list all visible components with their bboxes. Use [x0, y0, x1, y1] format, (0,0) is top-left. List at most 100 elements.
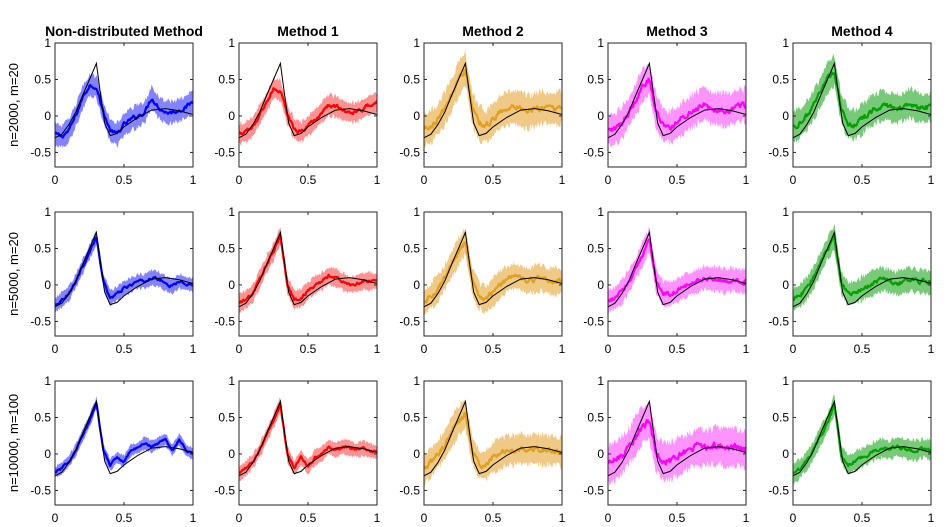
axes-box — [54, 211, 194, 337]
x-tick-label: 0.5 — [669, 511, 686, 525]
subplot: -0.500.510 0.5 1 — [214, 374, 380, 525]
y-tick-label: 0.5 — [218, 241, 235, 255]
confidence-band — [424, 49, 562, 148]
x-tick-label: 0 — [421, 511, 428, 525]
y-tick-label: -0.5 — [768, 314, 789, 328]
x-tick-label: 0.5 — [300, 342, 317, 356]
y-tick-label: 0 — [782, 447, 789, 461]
x-tick-label: 1 — [743, 342, 750, 356]
x-tick-label: 0.5 — [485, 173, 502, 187]
true-function-line — [424, 230, 562, 308]
y-tick-label: -0.5 — [583, 314, 604, 328]
x-tick-label: 1 — [743, 173, 750, 187]
x-tick-label: 0 — [605, 173, 612, 187]
y-tick-label: -0.5 — [30, 314, 51, 328]
subplot: -0.500.510 0.5 1 — [399, 36, 565, 187]
subplot: -0.500.510 0.5 1 — [214, 205, 380, 356]
x-tick-label: 0.5 — [300, 173, 317, 187]
true-function-line — [608, 399, 746, 477]
column-title: Non-distributed Method — [45, 23, 203, 39]
subplot: -0.500.510 0.5 1 — [768, 36, 934, 187]
confidence-band — [55, 73, 193, 149]
x-tick-label: 0.5 — [669, 342, 686, 356]
y-tick-label: 0 — [782, 109, 789, 123]
true-function-line — [793, 230, 931, 308]
estimate-line — [793, 235, 931, 302]
x-tick-label: 0.5 — [669, 173, 686, 187]
subplot: -0.500.510 0.5 1 — [30, 205, 196, 356]
axes-box — [54, 380, 194, 506]
subplot: -0.500.510 0.5 1 — [768, 374, 934, 525]
subplot: -0.500.510 0.5 1 — [399, 374, 565, 525]
y-tick-label: -0.5 — [583, 483, 604, 497]
y-tick-label: 1 — [228, 36, 235, 50]
confidence-band — [793, 394, 931, 485]
true-function-line — [608, 230, 746, 308]
true-function-line — [55, 399, 193, 477]
true-function-line — [793, 399, 931, 477]
subplot: -0.500.510 0.5 1 — [583, 374, 749, 525]
y-tick-label: -0.5 — [214, 483, 235, 497]
y-tick-label: -0.5 — [768, 145, 789, 159]
subplot: -0.500.510 0.5 1 — [30, 374, 196, 525]
true-function-line — [793, 61, 931, 139]
x-tick-label: 0.5 — [116, 173, 133, 187]
y-tick-label: 0.5 — [218, 72, 235, 86]
y-tick-label: 1 — [782, 374, 789, 388]
x-tick-label: 0.5 — [485, 511, 502, 525]
y-tick-label: 0.5 — [403, 410, 420, 424]
estimate-line — [793, 71, 931, 130]
x-tick-label: 0.5 — [116, 342, 133, 356]
y-tick-label: 1 — [782, 205, 789, 219]
confidence-band — [239, 227, 377, 314]
y-tick-label: 1 — [44, 374, 51, 388]
y-tick-label: 0.5 — [34, 410, 51, 424]
y-tick-label: 1 — [44, 36, 51, 50]
row-label: n=2000, m=20 — [6, 63, 21, 147]
true-function-line — [239, 230, 377, 308]
y-tick-label: -0.5 — [583, 145, 604, 159]
y-tick-label: -0.5 — [768, 483, 789, 497]
y-tick-label: 0 — [413, 447, 420, 461]
x-tick-label: 0 — [236, 511, 243, 525]
true-function-line — [239, 399, 377, 477]
confidence-band — [424, 227, 562, 315]
estimate-line — [239, 87, 377, 136]
x-tick-label: 0.5 — [485, 342, 502, 356]
y-tick-label: 1 — [597, 36, 604, 50]
y-tick-label: 0.5 — [772, 410, 789, 424]
x-tick-label: 0 — [790, 342, 797, 356]
x-tick-label: 0 — [236, 342, 243, 356]
y-tick-label: 1 — [782, 36, 789, 50]
confidence-band — [608, 64, 746, 148]
y-tick-label: 1 — [413, 36, 420, 50]
x-tick-label: 1 — [743, 511, 750, 525]
subplot: -0.500.510 0.5 1 — [583, 205, 749, 356]
true-function-line — [424, 61, 562, 139]
y-tick-label: 1 — [597, 205, 604, 219]
y-tick-label: 0 — [413, 109, 420, 123]
x-tick-label: 1 — [374, 511, 381, 525]
y-tick-label: 0 — [413, 278, 420, 292]
x-tick-label: 0 — [605, 342, 612, 356]
x-tick-label: 0.5 — [300, 511, 317, 525]
estimate-line — [608, 77, 746, 132]
true-function-line — [55, 230, 193, 308]
confidence-band — [239, 76, 377, 147]
y-tick-label: -0.5 — [30, 145, 51, 159]
y-tick-label: 0 — [597, 278, 604, 292]
y-tick-label: -0.5 — [399, 145, 420, 159]
y-tick-label: -0.5 — [399, 483, 420, 497]
x-tick-label: 1 — [559, 173, 566, 187]
x-tick-label: 0 — [52, 173, 59, 187]
x-tick-label: 0 — [790, 511, 797, 525]
subplot: -0.500.510 0.5 1 — [768, 205, 934, 356]
x-tick-label: 0 — [790, 173, 797, 187]
x-tick-label: 0.5 — [854, 173, 871, 187]
column-title: Method 3 — [646, 23, 708, 39]
y-tick-label: 1 — [597, 374, 604, 388]
estimate-line — [55, 83, 193, 139]
x-tick-label: 0 — [605, 511, 612, 525]
y-tick-label: -0.5 — [214, 145, 235, 159]
